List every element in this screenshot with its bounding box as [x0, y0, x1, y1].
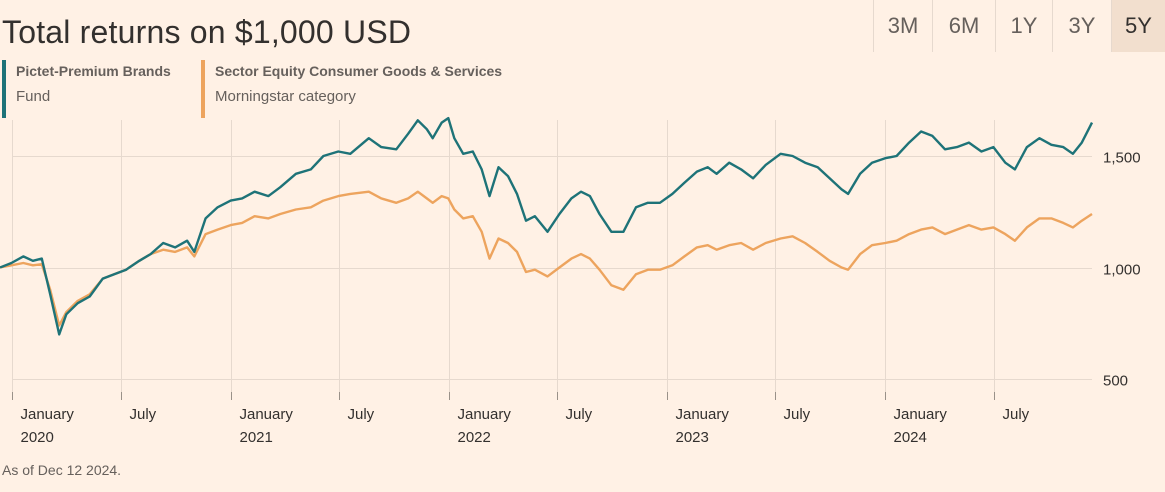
x-tick-label: January — [458, 406, 512, 423]
x-tick-label: January — [21, 406, 75, 423]
x-tick-year: 2024 — [894, 429, 927, 446]
time-range-tabs: 3M 6M 1Y 3Y 5Y — [873, 0, 1165, 52]
x-tick-label: July — [130, 406, 157, 423]
range-tab-6m[interactable]: 6M — [932, 0, 995, 52]
range-tab-1y[interactable]: 1Y — [995, 0, 1052, 52]
x-tick-label: July — [1003, 406, 1030, 423]
x-tick-year: 2023 — [676, 429, 709, 446]
x-tick-year: 2020 — [21, 429, 54, 446]
range-tab-3m[interactable]: 3M — [873, 0, 932, 52]
series-line-fund — [0, 116, 1094, 336]
range-tab-3y[interactable]: 3Y — [1052, 0, 1111, 52]
y-tick-label: 1,500 — [1103, 150, 1141, 167]
legend-label-category: Sector Equity Consumer Goods & Services — [215, 63, 503, 79]
legend-sub-fund: Fund — [16, 88, 51, 105]
x-tick-year: 2021 — [240, 429, 273, 446]
chart-title: Total returns on $1,000 USD — [2, 14, 412, 50]
legend-label-fund: Pictet-Premium Brands — [16, 63, 171, 79]
legend-sub-category: Morningstar category — [215, 88, 356, 105]
x-tick-label: July — [784, 406, 811, 423]
x-tick-label: January — [240, 406, 294, 423]
x-tick-year: 2022 — [458, 429, 491, 446]
x-tick-label: July — [566, 406, 593, 423]
range-tab-5y[interactable]: 5Y — [1111, 0, 1165, 52]
legend-swatch-category — [201, 60, 205, 118]
returns-line-chart: 500 1,000 1,500 January 2020 July January 2021… — [0, 116, 1141, 446]
x-tick-label: January — [894, 406, 948, 423]
y-tick-label: 500 — [1103, 373, 1128, 390]
legend-swatch-fund — [2, 60, 6, 118]
series-line-category — [0, 190, 1093, 327]
x-tick-label: July — [348, 406, 375, 423]
as-of-note: As of Dec 12 2024. — [2, 462, 122, 478]
y-tick-label: 1,000 — [1103, 262, 1141, 279]
x-tick-label: January — [676, 406, 730, 423]
